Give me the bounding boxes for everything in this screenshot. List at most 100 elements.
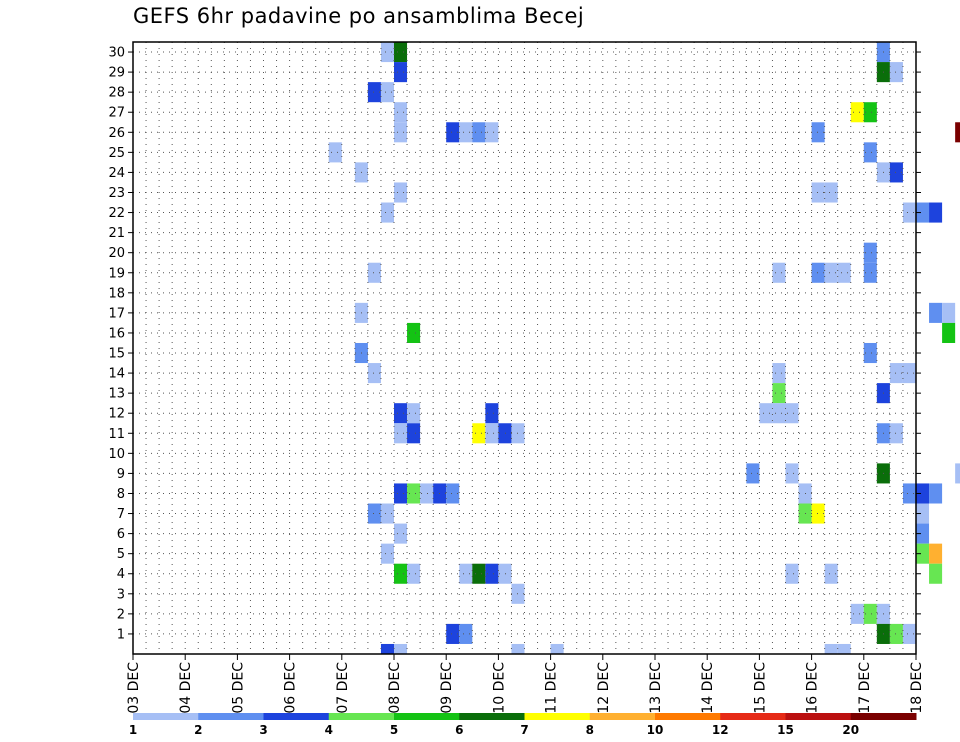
y-tick-label: 22 xyxy=(108,206,125,221)
legend-label: 7 xyxy=(520,723,528,737)
heatmap-cell xyxy=(394,423,408,444)
heatmap-cell xyxy=(889,623,903,644)
legend-label: 20 xyxy=(842,723,859,737)
x-tick-label: 05 DEC xyxy=(230,662,246,714)
heatmap-cell xyxy=(485,122,499,143)
heatmap-cell xyxy=(394,483,408,504)
y-tick-label: 2 xyxy=(117,607,125,622)
heatmap-cell xyxy=(407,322,421,343)
y-tick-label: 15 xyxy=(108,347,125,362)
y-tick-label: 8 xyxy=(117,487,125,502)
heatmap-cell xyxy=(498,563,512,584)
heatmap-cell xyxy=(824,262,838,283)
y-tick-label: 14 xyxy=(108,367,125,382)
y-tick-label: 4 xyxy=(117,567,125,582)
heatmap-cell xyxy=(380,82,394,103)
y-tick-label: 3 xyxy=(117,587,125,602)
heatmap-cell xyxy=(328,142,342,163)
x-tick-label: 12 DEC xyxy=(596,662,612,714)
heatmap-cell xyxy=(498,423,512,444)
heatmap-cell xyxy=(772,403,786,424)
x-axis: 03 DEC 04 DEC 05 DEC 06 DEC 07 DEC 08 DEC 09 D… xyxy=(126,654,925,714)
heatmap-cell xyxy=(446,623,460,644)
y-tick-label: 7 xyxy=(117,507,125,522)
heatmap-cell xyxy=(746,463,760,484)
heatmap-cell xyxy=(420,483,434,504)
legend-swatch xyxy=(328,713,395,720)
heatmap-cell xyxy=(446,483,460,504)
heatmap-cell xyxy=(394,102,408,123)
color-legend: 1 2 3 4 5 6 7 8 10 12 15 20 xyxy=(129,713,917,737)
heatmap-cell xyxy=(955,463,960,484)
legend-swatch xyxy=(133,713,199,720)
legend-swatch xyxy=(655,713,721,720)
heatmap-cell xyxy=(929,302,943,323)
heatmap-cell xyxy=(955,122,960,143)
legend-swatch xyxy=(524,713,591,720)
heatmap-cells xyxy=(328,42,960,654)
legend-swatch xyxy=(394,713,460,720)
heatmap-cell xyxy=(459,563,473,584)
heatmap-cell xyxy=(472,423,486,444)
y-tick-label: 5 xyxy=(117,547,125,562)
legend-label: 15 xyxy=(777,723,794,737)
heatmap-cell xyxy=(863,262,877,283)
heatmap-cell xyxy=(407,483,421,504)
x-tick-label: 13 DEC xyxy=(648,662,664,714)
legend-swatch xyxy=(785,713,852,720)
legend-label: 6 xyxy=(455,723,463,737)
heatmap-cell xyxy=(942,302,956,323)
y-tick-label: 28 xyxy=(108,86,125,101)
x-tick-label: 18 DEC xyxy=(909,662,925,714)
heatmap-cell xyxy=(485,563,499,584)
heatmap-cell xyxy=(929,563,943,584)
heatmap-cell xyxy=(759,403,773,424)
heatmap-cell xyxy=(863,142,877,163)
legend-swatch xyxy=(459,713,525,720)
legend-swatch xyxy=(589,713,656,720)
heatmap-cell xyxy=(394,643,408,654)
y-tick-label: 17 xyxy=(108,306,125,321)
heatmap-cell xyxy=(394,42,408,63)
plot-frame xyxy=(132,41,917,655)
x-tick-label: 06 DEC xyxy=(283,662,299,714)
heatmap-cell xyxy=(889,363,903,384)
legend-label: 12 xyxy=(712,723,729,737)
heatmap-cell xyxy=(394,563,408,584)
heatmap-cell xyxy=(407,563,421,584)
y-tick-label: 21 xyxy=(108,226,125,241)
heatmap-cell xyxy=(902,363,916,384)
heatmap-cell xyxy=(785,463,799,484)
y-tick-label: 6 xyxy=(117,527,125,542)
legend-swatch xyxy=(850,713,917,720)
heatmap-cell xyxy=(902,483,916,504)
y-tick-label: 26 xyxy=(108,126,125,141)
heatmap-cell xyxy=(394,182,408,203)
heatmap-cell xyxy=(916,523,930,544)
legend-swatch xyxy=(198,713,264,720)
y-tick-label: 24 xyxy=(108,166,125,181)
legend-label: 1 xyxy=(129,723,137,737)
heatmap-cell xyxy=(511,643,525,654)
heatmap-cell xyxy=(889,62,903,83)
heatmap-cell xyxy=(394,403,408,424)
heatmap-cell xyxy=(811,122,825,143)
y-tick-label: 27 xyxy=(108,106,125,121)
heatmap-cell xyxy=(929,483,943,504)
y-tick-label: 23 xyxy=(108,186,125,201)
y-tick-label: 1 xyxy=(117,627,125,642)
heatmap-cell xyxy=(929,543,943,564)
y-tick-label: 10 xyxy=(108,447,125,462)
heatmap-cell xyxy=(367,503,381,524)
heatmap-cell xyxy=(407,403,421,424)
y-tick-label: 25 xyxy=(108,146,125,161)
x-tick-label: 04 DEC xyxy=(178,662,194,714)
heatmap-cell xyxy=(394,62,408,83)
heatmap-cell xyxy=(889,423,903,444)
legend-swatch xyxy=(720,713,786,720)
y-tick-label: 30 xyxy=(108,46,125,61)
legend-swatch xyxy=(263,713,330,720)
heatmap-cell xyxy=(446,122,460,143)
legend-label: 2 xyxy=(194,723,202,737)
